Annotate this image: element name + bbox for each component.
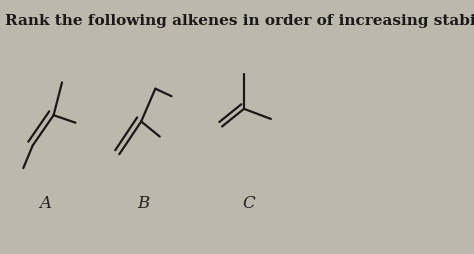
Text: B: B [137,194,149,211]
Text: Rank the following alkenes in order of increasing stability: Rank the following alkenes in order of i… [5,14,474,28]
Text: A: A [39,194,51,211]
Text: C: C [243,194,255,211]
